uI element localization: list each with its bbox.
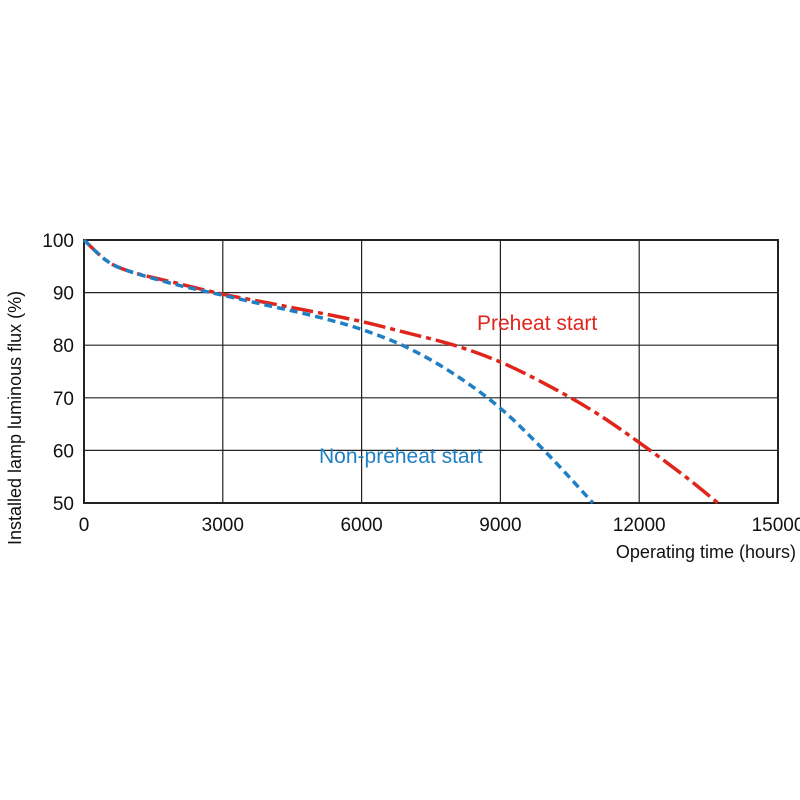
x-tick-label: 15000 [752, 515, 800, 536]
x-tick-label: 6000 [340, 515, 382, 536]
y-tick-label: 70 [53, 389, 74, 410]
x-tick-label: 12000 [613, 515, 666, 536]
x-tick-label: 3000 [202, 515, 244, 536]
x-tick-label: 9000 [479, 515, 521, 536]
x-axis-label: Operating time (hours) [616, 542, 796, 562]
y-tick-label: 60 [53, 441, 74, 462]
plot-frame [83, 239, 779, 504]
x-tick-label: 0 [79, 515, 90, 536]
y-tick-label: 80 [53, 336, 74, 357]
y-axis-label: Installed lamp luminous flux (%) [5, 291, 25, 545]
y-tick-label: 100 [42, 231, 74, 252]
series-label-preheat: Preheat start [477, 312, 597, 335]
y-tick-label: 50 [53, 494, 74, 515]
series-line-1 [82, 238, 595, 505]
y-tick-label: 90 [53, 284, 74, 305]
series-label-non-preheat: Non-preheat start [319, 445, 483, 468]
